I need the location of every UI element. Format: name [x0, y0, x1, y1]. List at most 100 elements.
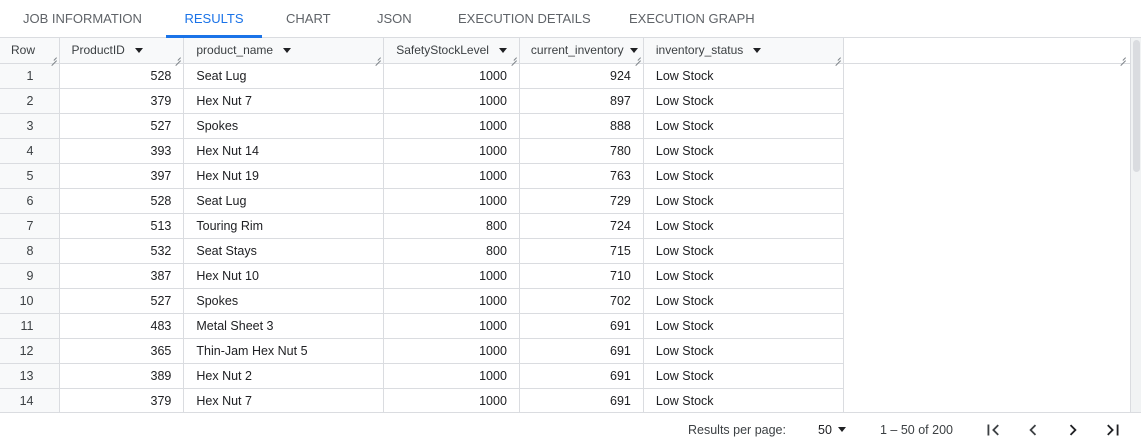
- cell-safetystocklevel[interactable]: 1000: [383, 63, 520, 89]
- cell-safetystocklevel[interactable]: 800: [383, 213, 520, 239]
- cell-productid[interactable]: 365: [59, 338, 185, 364]
- table-row[interactable]: 8 532 Seat Stays 800 715 Low Stock: [0, 238, 1141, 264]
- results-per-page-select[interactable]: 50: [818, 423, 846, 437]
- cell-product-name[interactable]: Hex Nut 7: [183, 88, 385, 114]
- cell-row-number[interactable]: 13: [0, 363, 61, 389]
- cell-row-number[interactable]: 14: [0, 388, 61, 412]
- cell-row-number[interactable]: 1: [0, 63, 61, 89]
- table-row[interactable]: 2 379 Hex Nut 7 1000 897 Low Stock: [0, 88, 1141, 114]
- table-row[interactable]: 1 528 Seat Lug 1000 924 Low Stock: [0, 63, 1141, 89]
- cell-current-inventory[interactable]: 780: [519, 138, 644, 164]
- cell-productid[interactable]: 393: [59, 138, 185, 164]
- cell-productid[interactable]: 483: [59, 313, 185, 339]
- cell-product-name[interactable]: Seat Stays: [183, 238, 385, 264]
- cell-row-number[interactable]: 9: [0, 263, 61, 289]
- cell-current-inventory[interactable]: 924: [519, 63, 644, 89]
- scrollbar-thumb[interactable]: [1133, 40, 1140, 172]
- cell-current-inventory[interactable]: 691: [519, 338, 644, 364]
- cell-safetystocklevel[interactable]: 1000: [383, 163, 520, 189]
- cell-current-inventory[interactable]: 729: [519, 188, 644, 214]
- cell-productid[interactable]: 379: [59, 388, 185, 412]
- last-page-button[interactable]: [1102, 419, 1124, 441]
- cell-productid[interactable]: 379: [59, 88, 185, 114]
- cell-current-inventory[interactable]: 691: [519, 313, 644, 339]
- cell-productid[interactable]: 527: [59, 288, 185, 314]
- tab-job-information[interactable]: JOB INFORMATION: [23, 11, 142, 26]
- cell-safetystocklevel[interactable]: 1000: [383, 113, 520, 139]
- tab-results[interactable]: RESULTS: [166, 0, 262, 38]
- cell-row-number[interactable]: 4: [0, 138, 61, 164]
- chevron-down-icon[interactable]: [498, 47, 507, 53]
- column-header-inventory-status[interactable]: inventory_status: [643, 38, 844, 64]
- cell-product-name[interactable]: Hex Nut 10: [183, 263, 385, 289]
- cell-inventory-status[interactable]: Low Stock: [643, 163, 844, 189]
- cell-inventory-status[interactable]: Low Stock: [643, 138, 844, 164]
- cell-row-number[interactable]: 11: [0, 313, 61, 339]
- cell-safetystocklevel[interactable]: 1000: [383, 313, 520, 339]
- column-resize-handle[interactable]: [374, 54, 381, 61]
- cell-product-name[interactable]: Seat Lug: [183, 188, 385, 214]
- cell-inventory-status[interactable]: Low Stock: [643, 63, 844, 89]
- cell-inventory-status[interactable]: Low Stock: [643, 113, 844, 139]
- cell-productid[interactable]: 513: [59, 213, 185, 239]
- cell-row-number[interactable]: 6: [0, 188, 61, 214]
- cell-row-number[interactable]: 3: [0, 113, 61, 139]
- cell-product-name[interactable]: Hex Nut 2: [183, 363, 385, 389]
- table-row[interactable]: 10 527 Spokes 1000 702 Low Stock: [0, 288, 1141, 314]
- cell-current-inventory[interactable]: 691: [519, 363, 644, 389]
- cell-current-inventory[interactable]: 715: [519, 238, 644, 264]
- column-header-product-name[interactable]: product_name: [183, 38, 385, 64]
- cell-safetystocklevel[interactable]: 1000: [383, 88, 520, 114]
- cell-current-inventory[interactable]: 710: [519, 263, 644, 289]
- cell-inventory-status[interactable]: Low Stock: [643, 338, 844, 364]
- cell-row-number[interactable]: 8: [0, 238, 61, 264]
- table-row[interactable]: 13 389 Hex Nut 2 1000 691 Low Stock: [0, 363, 1141, 389]
- cell-inventory-status[interactable]: Low Stock: [643, 88, 844, 114]
- cell-product-name[interactable]: Metal Sheet 3: [183, 313, 385, 339]
- cell-inventory-status[interactable]: Low Stock: [643, 288, 844, 314]
- next-page-button[interactable]: [1062, 419, 1084, 441]
- cell-current-inventory[interactable]: 888: [519, 113, 644, 139]
- column-resize-handle[interactable]: [634, 54, 641, 61]
- cell-safetystocklevel[interactable]: 800: [383, 238, 520, 264]
- tab-chart[interactable]: CHART: [286, 11, 331, 26]
- cell-product-name[interactable]: Thin-Jam Hex Nut 5: [183, 338, 385, 364]
- cell-row-number[interactable]: 7: [0, 213, 61, 239]
- cell-inventory-status[interactable]: Low Stock: [643, 388, 844, 412]
- cell-current-inventory[interactable]: 763: [519, 163, 644, 189]
- cell-inventory-status[interactable]: Low Stock: [643, 363, 844, 389]
- cell-row-number[interactable]: 5: [0, 163, 61, 189]
- cell-inventory-status[interactable]: Low Stock: [643, 263, 844, 289]
- previous-page-button[interactable]: [1022, 419, 1044, 441]
- cell-safetystocklevel[interactable]: 1000: [383, 388, 520, 412]
- chevron-down-icon[interactable]: [134, 47, 143, 53]
- cell-productid[interactable]: 387: [59, 263, 185, 289]
- cell-product-name[interactable]: Hex Nut 14: [183, 138, 385, 164]
- table-row[interactable]: 12 365 Thin-Jam Hex Nut 5 1000 691 Low Stock: [0, 338, 1141, 364]
- cell-current-inventory[interactable]: 691: [519, 388, 644, 412]
- cell-row-number[interactable]: 2: [0, 88, 61, 114]
- cell-current-inventory[interactable]: 702: [519, 288, 644, 314]
- column-header-current-inventory[interactable]: current_inventory: [519, 38, 644, 64]
- cell-productid[interactable]: 528: [59, 63, 185, 89]
- cell-product-name[interactable]: Spokes: [183, 288, 385, 314]
- cell-inventory-status[interactable]: Low Stock: [643, 188, 844, 214]
- table-row[interactable]: 9 387 Hex Nut 10 1000 710 Low Stock: [0, 263, 1141, 289]
- column-resize-handle[interactable]: [174, 54, 181, 61]
- cell-safetystocklevel[interactable]: 1000: [383, 263, 520, 289]
- cell-productid[interactable]: 532: [59, 238, 185, 264]
- column-resize-handle[interactable]: [1119, 54, 1126, 61]
- tab-execution-graph[interactable]: EXECUTION GRAPH: [629, 11, 755, 26]
- cell-product-name[interactable]: Hex Nut 7: [183, 388, 385, 412]
- column-header-productid[interactable]: ProductID: [59, 38, 185, 64]
- table-row[interactable]: 4 393 Hex Nut 14 1000 780 Low Stock: [0, 138, 1141, 164]
- cell-productid[interactable]: 389: [59, 363, 185, 389]
- column-header-safetystocklevel[interactable]: SafetyStockLevel: [383, 38, 520, 64]
- cell-safetystocklevel[interactable]: 1000: [383, 338, 520, 364]
- cell-safetystocklevel[interactable]: 1000: [383, 138, 520, 164]
- cell-productid[interactable]: 527: [59, 113, 185, 139]
- first-page-button[interactable]: [982, 419, 1004, 441]
- table-row[interactable]: 5 397 Hex Nut 19 1000 763 Low Stock: [0, 163, 1141, 189]
- column-resize-handle[interactable]: [834, 54, 841, 61]
- vertical-scrollbar[interactable]: [1130, 38, 1141, 412]
